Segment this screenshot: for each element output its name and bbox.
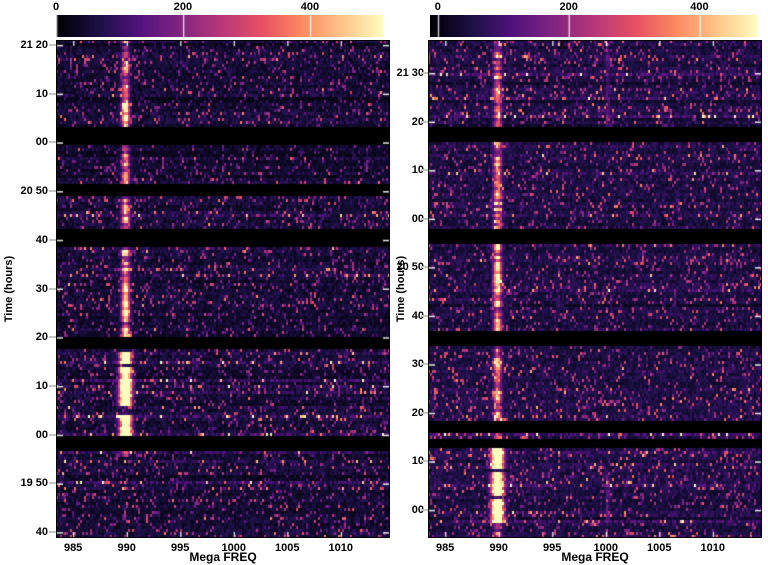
right-y-tick-mark — [421, 266, 428, 269]
left-y-tick-label: 20 — [35, 331, 48, 344]
left-y-tick-mark — [49, 287, 56, 290]
right-y-tick-mark — [421, 217, 428, 220]
right-colorbar — [430, 15, 757, 37]
left-x-tick-label: 985 — [63, 542, 83, 554]
right-y-tick-label: 30 — [411, 358, 424, 371]
left-y-tick-mark — [49, 238, 56, 241]
left-x-tick-label: 995 — [170, 542, 190, 554]
left-colorbar-tick-label: 400 — [300, 1, 320, 13]
left-y-tick-label: 00 — [35, 136, 48, 149]
left-y-tick-label: 10 — [35, 87, 48, 100]
right-y-tick-label: 20 — [411, 115, 424, 128]
left-y-tick-mark — [49, 482, 56, 485]
right-y-tick-mark — [421, 72, 428, 74]
right-y-tick-label: 10 — [411, 164, 424, 177]
right-x-axis-label: Mega FREQ — [561, 550, 629, 564]
left-x-tick-label: 1010 — [328, 542, 353, 554]
left-y-tick-label: 21 20 — [20, 38, 48, 51]
left-colorbar-tick-label: 200 — [173, 1, 193, 13]
right-colorbar-tick-label: 200 — [559, 1, 578, 13]
left-y-tick-label: 40 — [35, 526, 48, 539]
right-x-tick-label: 985 — [435, 542, 455, 554]
left-y-tick-label: 20 50 — [20, 185, 48, 198]
right-x-tick-label: 1005 — [646, 542, 672, 554]
right-y-tick-mark — [421, 314, 428, 317]
right-x-tick-label: 1000 — [593, 542, 618, 554]
left-y-tick-mark — [49, 384, 56, 387]
right-y-tick-mark — [421, 169, 428, 172]
right-spectrogram — [428, 40, 762, 538]
left-x-axis-label: Mega FREQ — [189, 550, 257, 564]
right-colorbar-tick-label: 400 — [690, 1, 709, 13]
left-y-tick-mark — [49, 433, 56, 436]
left-y-tick-mark — [49, 531, 56, 534]
right-y-tick-label: 20 50 — [396, 261, 424, 274]
right-y-tick-label: 00 — [411, 212, 424, 225]
left-y-tick-mark — [49, 336, 56, 339]
left-spectrogram — [56, 40, 390, 538]
right-y-tick-label: 40 — [411, 309, 424, 322]
right-y-tick-mark — [421, 120, 428, 123]
right-y-tick-mark — [421, 508, 428, 511]
right-colorbar-tick-label: 0 — [434, 1, 441, 13]
left-colorbar — [56, 15, 383, 37]
left-y-tick-label: 00 — [35, 428, 48, 441]
left-y-tick-label: 30 — [35, 282, 48, 295]
left-y-tick-mark — [49, 141, 56, 144]
left-y-tick-label: 19 50 — [20, 477, 48, 490]
left-y-tick-mark — [49, 43, 56, 46]
right-x-tick-label: 995 — [542, 542, 562, 554]
left-x-tick-label: 1005 — [274, 542, 300, 554]
right-y-tick-mark — [421, 460, 428, 463]
left-colorbar-tick-label: 0 — [52, 1, 60, 13]
left-x-tick-label: 990 — [117, 542, 136, 554]
right-x-tick-label: 990 — [489, 542, 508, 554]
right-x-tick-label: 1010 — [700, 542, 725, 554]
left-y-tick-mark — [49, 92, 56, 95]
right-y-tick-mark — [421, 411, 428, 414]
left-x-tick-label: 1000 — [221, 542, 246, 554]
left-y-tick-mark — [49, 190, 56, 193]
right-y-tick-label: 21 30 — [396, 67, 424, 79]
right-y-tick-label: 10 — [411, 455, 424, 468]
right-y-tick-mark — [421, 363, 428, 366]
right-y-tick-label: 20 — [411, 406, 424, 419]
left-y-tick-label: 40 — [35, 233, 48, 246]
right-y-tick-label: 00 — [411, 503, 424, 516]
left-y-tick-label: 10 — [35, 379, 48, 392]
